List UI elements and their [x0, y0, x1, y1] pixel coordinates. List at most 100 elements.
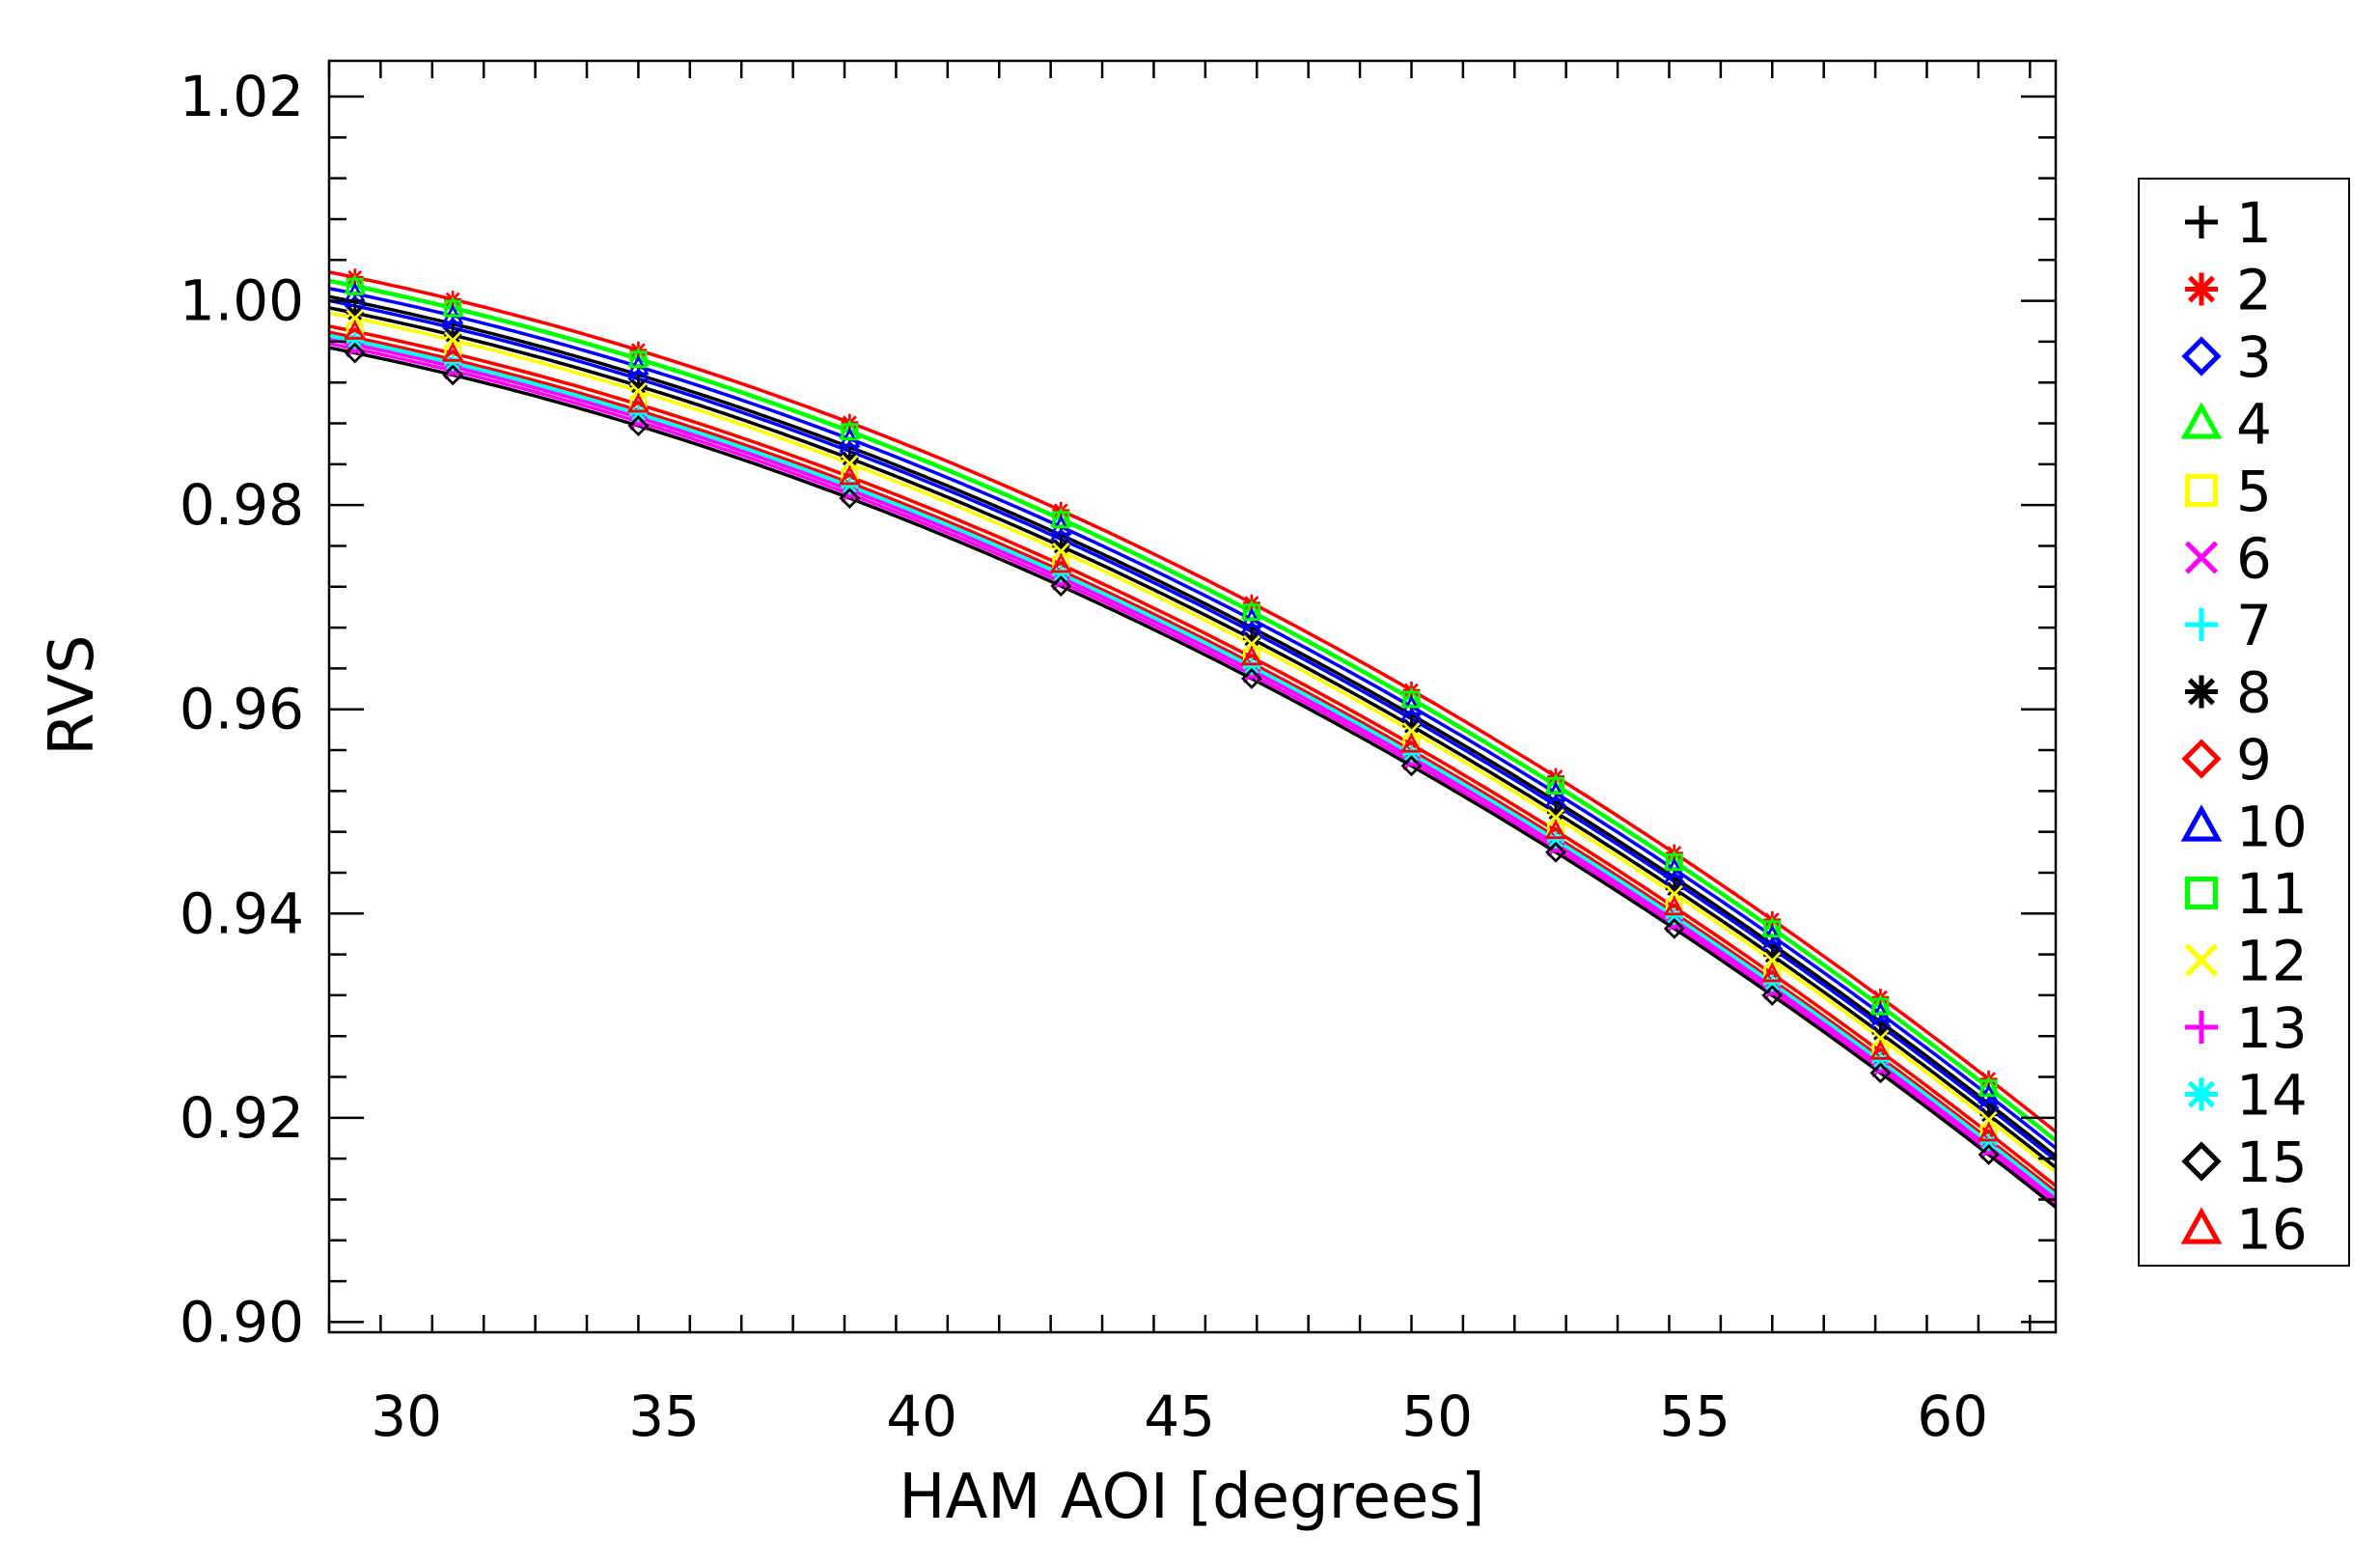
point-15-1 — [442, 364, 464, 386]
point-16-7 — [1544, 819, 1567, 840]
point-12-11 — [1979, 1110, 1998, 1130]
legend-marker-2 — [2185, 272, 2218, 306]
point-14-2 — [629, 405, 648, 423]
x-tick-label-60: 60 — [1917, 1383, 1988, 1449]
legend-marker-16 — [2180, 1207, 2223, 1244]
legend-marker-11 — [2185, 876, 2219, 909]
fit-curve-14 — [329, 333, 2056, 1197]
point-4-4 — [1050, 507, 1072, 527]
y-tick-label-1.00: 1.00 — [180, 268, 304, 334]
point-16-0 — [344, 320, 366, 340]
legend-label-4: 4 — [2236, 392, 2272, 458]
point-16-2 — [627, 393, 650, 413]
legend-marker-4 — [2180, 402, 2223, 439]
legend-box — [2138, 178, 2350, 1267]
legend-label-1: 1 — [2236, 190, 2272, 256]
legend-label-9: 9 — [2236, 727, 2272, 793]
point-14-9 — [1763, 974, 1782, 992]
legend-marker-15 — [2181, 1141, 2222, 1182]
point-15-5 — [1241, 668, 1262, 689]
fit-curve-10 — [329, 287, 2056, 1150]
point-11-3 — [841, 423, 859, 441]
point-14-8 — [1665, 907, 1683, 926]
point-12-5 — [1242, 634, 1260, 654]
legend-label-6: 6 — [2236, 526, 2272, 592]
point-15-3 — [839, 488, 861, 509]
y-tick-label-0.96: 0.96 — [180, 677, 304, 742]
x-tick-labels: 30 35 40 45 50 55 60 — [371, 1383, 1988, 1449]
point-14-0 — [346, 331, 364, 349]
point-11-7 — [1546, 777, 1564, 795]
legend-marker-7 — [2185, 608, 2218, 641]
legend-label-16: 16 — [2236, 1197, 2308, 1263]
point-16-5 — [1240, 645, 1263, 666]
point-12-9 — [1763, 951, 1782, 970]
point-14-11 — [1979, 1133, 1998, 1152]
fit-curve-5 — [329, 324, 2056, 1187]
point-12-3 — [841, 455, 859, 473]
point-4-5 — [1240, 600, 1263, 620]
x-axis-label: HAM AOI [degrees] — [899, 1462, 1484, 1533]
point-14-6 — [1402, 744, 1421, 763]
data-markers — [344, 268, 2000, 1165]
point-4-11 — [1978, 1075, 2000, 1096]
fit-curve-12 — [329, 311, 2056, 1174]
point-15-2 — [627, 415, 650, 436]
legend-marker-5 — [2185, 473, 2219, 507]
point-15-9 — [1761, 985, 1784, 1006]
point-16-4 — [1050, 553, 1072, 573]
y-tick-label-0.98: 0.98 — [180, 472, 304, 538]
point-4-8 — [1663, 850, 1686, 870]
fit-curve-9 — [329, 330, 2056, 1193]
point-4-1 — [441, 295, 464, 317]
fit-curve-3 — [329, 298, 2056, 1162]
x-tick-label-40: 40 — [886, 1383, 957, 1449]
point-11-9 — [1763, 920, 1782, 938]
legend-label-14: 14 — [2236, 1063, 2308, 1129]
point-4-3 — [839, 419, 861, 439]
point-16-10 — [1869, 1040, 1892, 1060]
x-tick-label-50: 50 — [1401, 1383, 1473, 1449]
legend-label-7: 7 — [2236, 593, 2272, 658]
point-14-3 — [841, 477, 859, 495]
point-16-3 — [839, 465, 861, 486]
point-12-4 — [1052, 543, 1070, 561]
point-11-8 — [1665, 853, 1683, 872]
point-15-7 — [1545, 841, 1566, 863]
point-12-8 — [1665, 884, 1683, 903]
point-11-1 — [444, 299, 462, 318]
point-14-5 — [1242, 657, 1260, 676]
fit-curve-6 — [329, 342, 2056, 1205]
legend-marker-6 — [2184, 541, 2219, 574]
point-12-10 — [1871, 1029, 1890, 1047]
point-16-8 — [1663, 895, 1686, 916]
fit-curves — [329, 270, 2056, 1209]
point-11-0 — [346, 277, 364, 295]
legend-marker-12 — [2184, 943, 2219, 977]
y-tick-label-0.90: 0.90 — [180, 1289, 304, 1354]
legend-label-12: 12 — [2236, 929, 2308, 994]
point-11-2 — [629, 350, 648, 369]
point-16-6 — [1400, 733, 1423, 753]
point-12-6 — [1402, 722, 1421, 740]
point-16-9 — [1760, 962, 1784, 983]
point-12-1 — [444, 331, 462, 349]
y-tick-labels: 0.90 0.92 0.94 0.96 0.98 1.00 1.02 — [180, 64, 304, 1354]
legend-label-13: 13 — [2236, 995, 2308, 1061]
legend-label-3: 3 — [2236, 324, 2272, 390]
point-15-0 — [344, 342, 366, 364]
legend-label-15: 15 — [2236, 1130, 2308, 1195]
y-tick-label-0.94: 0.94 — [180, 880, 304, 946]
legend-marker-14 — [2185, 1077, 2218, 1111]
legend-marker-1 — [2185, 206, 2218, 238]
point-15-10 — [1869, 1062, 1892, 1084]
point-11-11 — [1979, 1079, 1998, 1098]
x-tick-label-45: 45 — [1144, 1383, 1215, 1449]
point-4-7 — [1544, 773, 1567, 794]
y-axis-label: RVS — [37, 634, 108, 755]
y-tick-label-1.02: 1.02 — [180, 64, 304, 129]
legend-label-8: 8 — [2236, 660, 2272, 726]
point-4-9 — [1760, 916, 1784, 936]
